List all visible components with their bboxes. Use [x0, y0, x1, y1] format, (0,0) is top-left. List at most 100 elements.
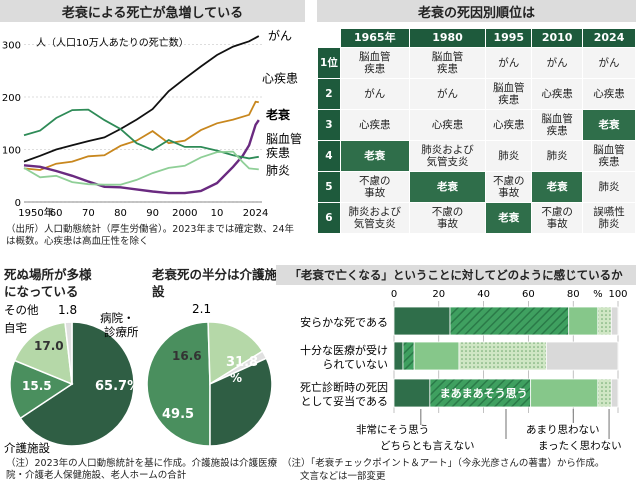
pie2-value-label: 49.5	[162, 407, 194, 422]
table-cell: 肺炎および 気管支炎	[339, 202, 410, 234]
line-chart-title: 老衰による死亡が急増している	[0, 0, 305, 22]
series-annotation: 脳血管	[266, 131, 302, 146]
pie2-title: 老衰死の半分は介護施設	[152, 267, 278, 299]
pie2-slice	[207, 321, 264, 386]
bar-segment	[610, 378, 619, 408]
table-cell: 脳血管 疾患	[485, 78, 533, 110]
bar-inline-label: まあまあそう思う	[440, 387, 528, 400]
bar-note-1: （注）「老衰チェックポイント＆アート」（今永光彦さんの著書）から作成。	[282, 458, 605, 469]
table-cell: 老衰	[408, 171, 487, 203]
bar-legend-item: あまり思わない	[526, 424, 600, 436]
pie2-value-label: 2.1	[192, 302, 211, 316]
pie1-title: 死ぬ場所が多様になっている	[4, 267, 92, 299]
table-title: 老衰の死因別順位は	[317, 0, 636, 22]
pie1-slice-label: 病院・	[100, 311, 135, 325]
pie2-value-label: %	[230, 371, 242, 385]
table-corner	[317, 28, 341, 48]
table-cell: 老衰	[485, 202, 533, 234]
table-cell: 老衰	[582, 109, 636, 141]
x-tick-label: 0	[391, 289, 397, 300]
y-tick-label: 200	[2, 93, 21, 104]
pie1-slice	[9, 359, 74, 420]
line-chart-note: （出所）人口動態統計（厚生労働省）。2023年までは確定数、24年は概数。心疾患…	[6, 224, 295, 247]
table-rank-cell: 5	[317, 171, 341, 203]
pie2-value-label: 16.6	[172, 349, 202, 363]
table-cell: 不慮の 事故	[408, 202, 487, 234]
x-tick-label: 90	[146, 208, 159, 219]
x-tick-label: 60	[522, 289, 535, 300]
table-rank-cell: 2	[317, 78, 341, 110]
pie1-slice-label: 自宅	[4, 321, 27, 335]
series-line-がん	[23, 35, 260, 163]
table-col-header: 2024	[582, 28, 636, 48]
table-cell: 肺炎	[582, 171, 636, 203]
bar-segment	[458, 341, 547, 371]
table-cell: 老衰	[339, 140, 410, 172]
table-cell: 不慮の 事故	[531, 202, 584, 234]
bar-category-label: 安らかな死である	[300, 315, 388, 329]
table-cell: 脳血管 疾患	[531, 109, 584, 141]
pie1-value-label: 15.5	[22, 379, 52, 393]
bar-segment	[530, 378, 599, 408]
table-cell: がん	[485, 47, 533, 79]
rank-table: 1965年 1980 1995 2010 2024 1位 脳血管 疾患 脳血管 疾患 がん…	[317, 28, 636, 234]
table-cell: 不慮の 事故	[339, 171, 410, 203]
pie1-slice-label: 診療所	[104, 325, 139, 339]
series-line-脳血管疾患	[23, 108, 259, 160]
table-col-header: 1980	[408, 28, 487, 48]
bar-segment	[402, 341, 415, 371]
table-col-header: 1965年	[339, 28, 410, 48]
bar-category-label: られていない	[322, 358, 388, 371]
table-cell: 脳血管 疾患	[339, 47, 410, 79]
pie2-slice	[209, 357, 273, 447]
bar-chart: 0 20 40 60 80% 100 安らかな死である十分な医療が受けられていない死亡診断時…	[300, 289, 628, 452]
table-col-header: 2010	[531, 28, 584, 48]
x-tick-label: 24	[256, 208, 269, 219]
x-tick-label: %	[593, 289, 603, 300]
pie1-slice	[64, 321, 73, 385]
table-cell: 脳血管 疾患	[408, 47, 487, 79]
series-annotation: 肺炎	[266, 164, 290, 178]
table-rank-cell: 6	[317, 202, 341, 234]
x-tick-label: 1950年	[18, 206, 53, 219]
bar-category-label: 死亡診断時の死因	[300, 380, 388, 394]
series-line-肺炎	[23, 150, 259, 186]
table-cell: 心疾患	[485, 109, 533, 141]
bar-segment	[393, 306, 451, 336]
bar-category-label: として妥当である	[300, 394, 388, 408]
y-tick-label: 0	[15, 198, 21, 209]
bar-segment	[610, 306, 619, 336]
table-cell: 心疾患	[531, 78, 584, 110]
table-rank-cell: 4	[317, 140, 341, 172]
table-cell: 肺炎	[485, 140, 533, 172]
x-tick-label: 2000	[172, 208, 197, 219]
bar-segment	[568, 306, 599, 336]
series-line-老衰	[23, 119, 260, 195]
pie1-slice-label: 介護施設	[4, 441, 50, 455]
bar-segment	[449, 306, 570, 336]
y-tick-label: 300	[2, 41, 21, 52]
table-cell: 心疾患	[582, 78, 636, 110]
x-tick-label: 60	[50, 208, 63, 219]
x-tick-label: 20	[432, 289, 445, 300]
table-cell: 老衰	[531, 171, 584, 203]
y-axis-label: 人（人口10万人あたりの死亡数）	[36, 36, 189, 49]
bar-segment	[597, 378, 612, 408]
table-cell: 肺炎	[531, 140, 584, 172]
series-annotation: がん	[268, 28, 292, 43]
x-tick-label: 80	[567, 289, 580, 300]
bar-segment	[393, 378, 431, 408]
series-annotation: 疾患	[266, 145, 290, 160]
series-annotation: 老衰	[266, 107, 291, 122]
x-tick-label: 100	[608, 289, 627, 300]
pie1-value-label: 17.0	[34, 339, 64, 353]
table-cell: がん	[408, 78, 487, 110]
table-cell: 肺炎および 気管支炎	[408, 140, 487, 172]
bar-segment	[393, 341, 404, 371]
table-cell: 心疾患	[339, 109, 410, 141]
x-tick-label: 70	[82, 208, 95, 219]
pie-note: （注）2023年の人口動態統計を基に作成。介護施設は介護医療院・介護老人保健施設…	[6, 458, 278, 481]
table-cell: 脳血管 疾患	[582, 140, 636, 172]
